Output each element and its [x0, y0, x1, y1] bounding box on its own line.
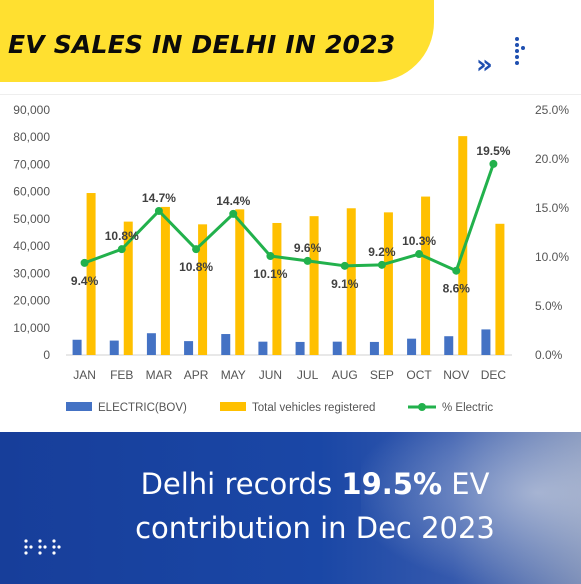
page-title: EV SALES IN DELHI IN 2023: [8, 30, 396, 59]
bar-electric: [221, 334, 231, 355]
headline-suffix: EV contribution in Dec 2023: [135, 467, 495, 545]
left-tick-label: 90,000: [13, 103, 50, 117]
percent-data-label: 10.8%: [179, 260, 213, 274]
percent-data-label: 9.2%: [368, 245, 396, 259]
percent-point: [266, 252, 275, 261]
right-tick-label: 5.0%: [535, 299, 563, 313]
bar-total: [309, 216, 319, 355]
bar-electric: [444, 336, 454, 355]
texture-overlay: [361, 432, 581, 584]
left-tick-label: 50,000: [13, 212, 50, 226]
bar-total: [160, 206, 170, 355]
bar-total: [458, 136, 468, 355]
bar-electric: [295, 341, 305, 355]
x-tick-label: JUL: [297, 368, 319, 382]
percent-point: [303, 256, 312, 265]
bar-total: [421, 196, 431, 355]
percent-data-label: 19.5%: [476, 144, 510, 158]
bar-electric: [369, 341, 379, 355]
percent-data-label: 10.3%: [402, 234, 436, 248]
left-tick-label: 70,000: [13, 157, 50, 171]
x-tick-label: JUN: [259, 368, 282, 382]
bar-total: [123, 221, 133, 355]
x-tick-label: FEB: [110, 368, 133, 382]
left-tick-label: 80,000: [13, 130, 50, 144]
left-tick-label: 10,000: [13, 321, 50, 335]
right-tick-label: 10.0%: [535, 250, 569, 264]
bar-total: [198, 224, 208, 355]
percent-data-label: 10.8%: [105, 229, 139, 243]
bar-electric: [258, 341, 268, 355]
double-chevron-right-icon: »: [476, 50, 493, 80]
x-tick-label: SEP: [370, 368, 394, 382]
footer-headline: Delhi records 19.5% EV contribution in D…: [70, 462, 560, 550]
x-tick-label: NOV: [443, 368, 469, 382]
left-tick-label: 60,000: [13, 185, 50, 199]
left-tick-label: 40,000: [13, 239, 50, 253]
left-tick-label: 30,000: [13, 266, 50, 280]
bar-total: [272, 222, 282, 355]
bar-electric: [481, 329, 491, 355]
x-tick-label: APR: [184, 368, 209, 382]
bar-electric: [407, 338, 417, 355]
percent-point: [154, 206, 163, 215]
percent-point: [340, 261, 349, 270]
legend-label: % Electric: [442, 402, 493, 414]
bar-total: [235, 209, 245, 355]
legend-swatch: [66, 402, 92, 411]
bar-electric: [184, 341, 194, 355]
x-tick-label: AUG: [332, 368, 358, 382]
bar-total: [346, 208, 356, 355]
percent-data-label: 10.1%: [253, 267, 287, 281]
legend-marker: [418, 403, 426, 411]
bar-electric: [146, 333, 156, 355]
percent-point: [192, 245, 201, 254]
percent-data-label: 9.6%: [294, 241, 322, 255]
legend-label: ELECTRIC(BOV): [98, 402, 187, 414]
percent-point: [489, 159, 498, 168]
footer-banner: Delhi records 19.5% EV contribution in D…: [0, 432, 581, 584]
percent-data-label: 8.6%: [443, 282, 471, 296]
percent-data-label: 9.4%: [71, 274, 99, 288]
brand-logo-icon: [515, 37, 525, 65]
bar-total: [86, 193, 96, 355]
percent-point: [377, 260, 386, 269]
x-tick-label: OCT: [406, 368, 432, 382]
left-tick-label: 0: [43, 348, 50, 362]
brand-dots-icon: [24, 539, 61, 555]
bar-electric: [109, 340, 119, 355]
percent-point: [452, 266, 461, 275]
bar-total: [383, 212, 393, 355]
left-tick-label: 20,000: [13, 294, 50, 308]
percent-data-label: 14.7%: [142, 191, 176, 205]
percent-point: [415, 250, 424, 259]
percent-point: [80, 258, 89, 267]
x-tick-label: MAR: [146, 368, 173, 382]
x-tick-label: MAY: [221, 368, 246, 382]
x-tick-label: JAN: [73, 368, 96, 382]
percent-point: [117, 245, 126, 254]
percent-point: [229, 209, 238, 218]
right-tick-label: 0.0%: [535, 348, 563, 362]
chart-panel: 0 10,000 20,000 30,000 40,000 50,000 60,000 70,…: [0, 93, 581, 424]
bar-total: [495, 223, 505, 355]
headline-bold: 19.5%: [341, 467, 443, 501]
bar-electric: [72, 339, 82, 355]
bar-electric: [332, 341, 342, 355]
right-tick-label: 25.0%: [535, 103, 569, 117]
title-banner: EV SALES IN DELHI IN 2023: [0, 0, 434, 82]
legend-label: Total vehicles registered: [252, 402, 375, 414]
ev-sales-chart: 0 10,000 20,000 30,000 40,000 50,000 60,000 70,…: [0, 93, 581, 414]
legend-swatch: [220, 402, 246, 411]
percent-line: [84, 163, 495, 273]
headline-prefix: Delhi records: [140, 467, 342, 501]
percent-data-label: 9.1%: [331, 277, 359, 291]
right-tick-label: 20.0%: [535, 152, 569, 166]
right-tick-label: 15.0%: [535, 201, 569, 215]
x-tick-label: DEC: [481, 368, 507, 382]
percent-data-label: 14.4%: [216, 194, 250, 208]
